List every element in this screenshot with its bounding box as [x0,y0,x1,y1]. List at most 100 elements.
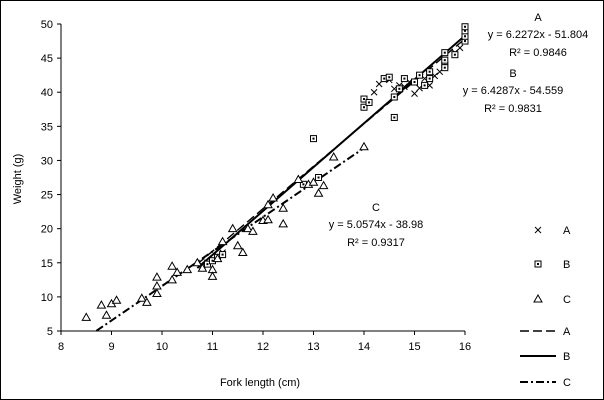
point-c [217,236,228,246]
legend-label-b: B [563,259,570,271]
annotation-equation-a: y = 6.2272x - 51.804 [488,29,589,41]
point-c [207,271,218,280]
legend-label-c: C [563,294,571,306]
point-b [426,75,434,83]
point-c [278,218,289,228]
x-tick-label: 9 [108,341,114,353]
y-tick-label: 45 [41,53,53,65]
y-tick-label: 20 [41,224,53,236]
y-tick-label: 25 [41,190,53,202]
point-b [451,51,459,59]
point-b [219,251,227,259]
annotation-label-b: B [509,68,516,80]
point-b [360,103,368,111]
point-c [268,192,278,202]
legend-label-a: A [563,225,571,237]
trendline-c [95,147,365,332]
point-c [232,240,243,250]
point-c [318,180,329,190]
annotation-equation-c: y = 5.0574x - 38.98 [329,219,423,231]
point-b [461,23,469,31]
point-c [152,280,162,290]
point-c [308,177,319,186]
legend-symbol-a [534,226,542,234]
legend-label-a: A [563,326,571,338]
point-b [390,113,398,121]
x-tick-label: 13 [307,341,319,353]
legend-symbol-c [533,293,543,303]
legend-item-marker-b: B [534,259,570,271]
legend-label-b: B [563,351,570,363]
point-b [441,49,449,57]
point-b [441,64,449,72]
point-b [385,73,393,81]
point-c [81,312,92,321]
point-c [192,257,203,267]
point-c [182,264,193,274]
annotation-label-c: C [372,202,380,214]
legend-item-line-b: B [520,351,570,363]
point-b [315,174,323,181]
x-tick-label: 14 [358,341,370,353]
legend-item-marker-c: C [533,293,571,306]
point-c [263,214,273,224]
point-b [310,135,317,143]
equation-annotations: Ay = 6.2272x - 51.804 R² = 0.9846 By = 6.4… [329,12,589,249]
x-tick-label: 8 [58,341,64,353]
y-tick-label: 15 [41,258,53,270]
point-c [237,247,248,257]
point-c [278,203,289,212]
tick-labels: 8 9 10 11 12 13 14 15 16 5 10 15 20 25 30 35 40 45 50 [41,19,471,353]
y-tick-label: 10 [41,292,53,304]
trendline-b [196,34,466,269]
point-c [197,263,208,272]
annotation-label-a: A [534,12,542,24]
annotation-r2-a: R² = 0.9846 [509,47,567,59]
y-tick-label: 30 [41,155,53,167]
point-c [136,293,147,302]
point-a [370,88,378,96]
point-c [248,226,258,235]
x-tick-label: 15 [408,341,420,353]
legend: A B C A B C [520,225,571,389]
point-c [328,152,339,161]
point-b [390,93,398,101]
point-b [411,78,418,86]
x-tick-label: 11 [207,341,218,353]
x-tick-label: 10 [156,341,168,353]
annotation-r2-b: R² = 0.9831 [484,103,542,115]
legend-label-c: C [563,377,571,389]
point-c [359,141,369,151]
x-tick-label: 12 [257,341,269,353]
y-tick-label: 50 [41,19,53,31]
point-b [421,81,429,89]
point-b [400,75,408,83]
point-c [111,295,122,304]
point-a [411,90,418,97]
point-c [152,272,162,281]
axes [57,23,466,335]
y-tick-label: 5 [47,326,53,338]
legend-item-marker-a: A [534,225,571,237]
point-b [395,85,403,93]
point-c [227,223,238,233]
y-tick-label: 40 [41,87,53,99]
trendlines [95,34,466,332]
legend-item-line-c: C [520,377,571,389]
point-b [365,98,373,106]
point-c [152,288,162,297]
point-b [416,71,424,79]
point-c [263,199,273,209]
y-axis-title: Weight (g) [12,154,24,205]
legend-item-line-a: A [520,326,571,338]
point-a [456,44,464,52]
annotation-equation-b: y = 6.4287x - 54.559 [463,85,564,97]
legend-symbol-b [534,260,542,268]
point-c [212,253,223,263]
point-c [172,267,183,276]
data-points [81,23,469,321]
point-b [441,56,449,64]
x-tick-label: 16 [459,341,471,353]
